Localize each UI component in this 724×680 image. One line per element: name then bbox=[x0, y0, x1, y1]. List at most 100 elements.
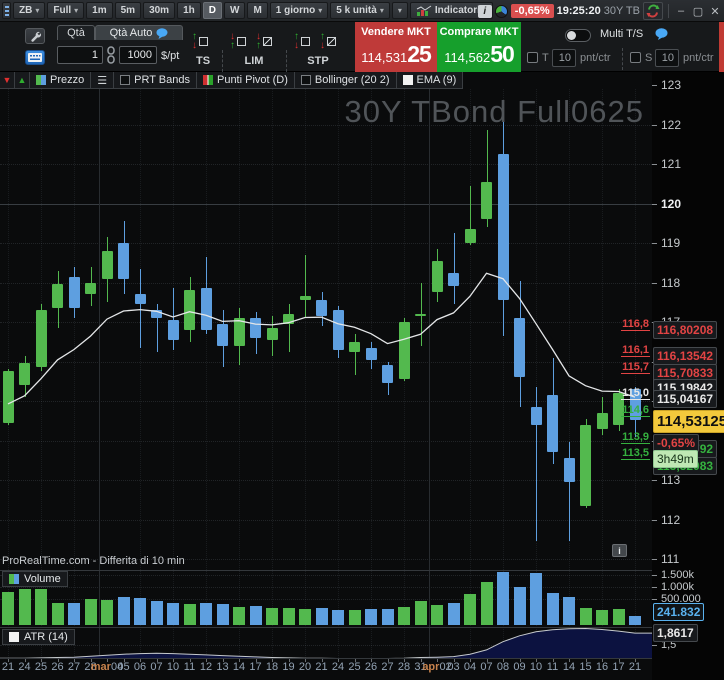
sell-market-button[interactable]: Vendere MKT 114,53125 bbox=[355, 22, 437, 72]
candle[interactable] bbox=[68, 276, 80, 309]
minimize-button[interactable]: – bbox=[677, 5, 685, 17]
candle[interactable] bbox=[250, 318, 261, 338]
timeframe-button-1h[interactable]: 1h bbox=[177, 2, 201, 19]
timeframe-button-M[interactable]: M bbox=[247, 2, 268, 19]
candle[interactable] bbox=[283, 314, 294, 324]
legend-item-pivot[interactable]: Punti Pivot (D) bbox=[196, 72, 295, 89]
candle[interactable] bbox=[431, 260, 443, 293]
legend-list-button[interactable]: ☰ bbox=[91, 72, 115, 89]
stop-sell-order-button[interactable]: ↑ ↓ bbox=[294, 30, 316, 52]
candle[interactable] bbox=[134, 294, 146, 305]
tab-qty[interactable]: Qtà bbox=[57, 25, 95, 40]
info-icon[interactable]: i bbox=[477, 4, 492, 18]
candle[interactable] bbox=[415, 314, 426, 317]
stop-checkbox[interactable] bbox=[630, 52, 641, 63]
candle[interactable] bbox=[52, 284, 63, 309]
stop-buy-order-button[interactable]: ↑ ↓ bbox=[320, 30, 342, 52]
settings-button[interactable] bbox=[25, 28, 45, 44]
trailing-points-input[interactable] bbox=[552, 49, 576, 67]
candle[interactable] bbox=[332, 310, 344, 350]
candle-wick bbox=[173, 288, 174, 350]
timeframe-button-D[interactable]: D bbox=[202, 2, 222, 19]
help-bubble-icon bbox=[655, 28, 668, 40]
candle[interactable] bbox=[382, 365, 393, 384]
candle[interactable] bbox=[580, 424, 591, 506]
timeframe-button-5m[interactable]: 5m bbox=[114, 2, 142, 19]
legend-item-ema[interactable]: EMA (9) bbox=[396, 72, 464, 89]
checkbox-icon bbox=[300, 75, 311, 85]
keyboard-button[interactable] bbox=[25, 50, 45, 65]
candle[interactable] bbox=[200, 288, 212, 330]
candle[interactable] bbox=[365, 347, 377, 360]
multi-ts-toggle[interactable] bbox=[565, 29, 591, 42]
volume-pane-legend[interactable]: Volume bbox=[2, 571, 68, 587]
stop-points-input[interactable] bbox=[655, 49, 679, 67]
candle[interactable] bbox=[547, 395, 558, 453]
trailing-checkbox[interactable] bbox=[527, 52, 538, 63]
trailing-stop-order-button[interactable]: ↑ ↓ bbox=[192, 30, 214, 52]
refresh-icon bbox=[646, 4, 660, 18]
buy-market-button[interactable]: Comprare MKT 114,56250 bbox=[437, 22, 521, 72]
candle[interactable] bbox=[167, 320, 179, 340]
legend-item-bollinger[interactable]: Bollinger (20 2) bbox=[294, 72, 397, 89]
candle[interactable] bbox=[530, 406, 542, 425]
refresh-button[interactable] bbox=[643, 2, 663, 20]
timeframe-button-W[interactable]: W bbox=[223, 2, 246, 19]
candle[interactable] bbox=[299, 296, 311, 301]
chart-info-button[interactable]: i bbox=[612, 544, 627, 557]
tab-qty-auto[interactable]: Qtà Auto bbox=[95, 25, 183, 40]
candle[interactable] bbox=[217, 323, 228, 346]
candle[interactable] bbox=[233, 318, 245, 346]
candle[interactable] bbox=[151, 310, 162, 319]
chart-style-dropdown[interactable]: ▾ bbox=[391, 2, 408, 19]
layout-dropdown[interactable]: Full ▾ bbox=[47, 2, 85, 19]
candle[interactable] bbox=[118, 243, 129, 279]
units-dropdown[interactable]: 5 k unità ▾ bbox=[330, 2, 390, 19]
period-label: 1 giorno bbox=[275, 5, 316, 16]
candle[interactable] bbox=[398, 322, 410, 380]
candle[interactable] bbox=[35, 310, 47, 368]
pie-chart-icon[interactable] bbox=[494, 4, 508, 18]
candle[interactable] bbox=[613, 393, 624, 425]
drag-grip-icon[interactable] bbox=[2, 2, 11, 19]
maximize-button[interactable]: ▢ bbox=[692, 5, 704, 18]
sell-page-button[interactable]: ▼ bbox=[0, 72, 15, 89]
candle[interactable] bbox=[2, 371, 14, 423]
candle[interactable] bbox=[85, 282, 96, 295]
legend-item-prt-bands[interactable]: PRT Bands bbox=[114, 72, 197, 89]
chart-area[interactable]: 30Y TBond Full0625 ▼ ▲ Prezzo ☰ PRT Band… bbox=[0, 72, 724, 680]
candle[interactable] bbox=[316, 300, 327, 317]
candle[interactable] bbox=[101, 250, 113, 279]
period-dropdown[interactable]: 1 giorno ▾ bbox=[269, 2, 329, 19]
point-value-input[interactable] bbox=[119, 46, 157, 64]
price-axis-panel[interactable]: 1231221211201191181171161151141131121111… bbox=[652, 72, 724, 680]
candle[interactable] bbox=[448, 272, 459, 287]
quantity-input[interactable] bbox=[57, 46, 103, 64]
candle[interactable] bbox=[349, 341, 360, 352]
candle[interactable] bbox=[464, 229, 476, 243]
candle[interactable] bbox=[19, 363, 30, 386]
buy-page-button[interactable]: ▲ bbox=[15, 72, 30, 89]
indicators-label: Indicatori bbox=[434, 5, 480, 16]
candle[interactable] bbox=[629, 389, 641, 420]
limit-sell-order-button[interactable]: ↓ ↑ bbox=[230, 30, 252, 52]
pane-divider[interactable] bbox=[0, 570, 724, 571]
candle[interactable] bbox=[266, 327, 278, 340]
trailing-unit-label: pnt/ctr bbox=[580, 52, 611, 64]
legend-item-price[interactable]: Prezzo bbox=[30, 72, 92, 89]
pivot-level-label-s1: 114,6 bbox=[621, 404, 650, 418]
candle[interactable] bbox=[514, 318, 525, 378]
limit-buy-order-button[interactable]: ↓ ↑ bbox=[256, 30, 278, 52]
candle[interactable] bbox=[596, 412, 608, 429]
close-button[interactable]: ✕ bbox=[710, 5, 720, 18]
atr-pane-legend[interactable]: ATR (14) bbox=[2, 629, 75, 645]
time-label: 25 bbox=[348, 661, 361, 673]
symbol-dropdown[interactable]: ZB ▾ bbox=[13, 2, 46, 19]
timeframe-button-30m[interactable]: 30m bbox=[143, 2, 176, 19]
candle[interactable] bbox=[497, 154, 509, 301]
candle[interactable] bbox=[563, 458, 575, 482]
candle[interactable] bbox=[481, 181, 492, 220]
timeframe-button-1m[interactable]: 1m bbox=[86, 2, 113, 19]
candle[interactable] bbox=[184, 290, 195, 330]
pane-divider[interactable] bbox=[0, 627, 724, 628]
